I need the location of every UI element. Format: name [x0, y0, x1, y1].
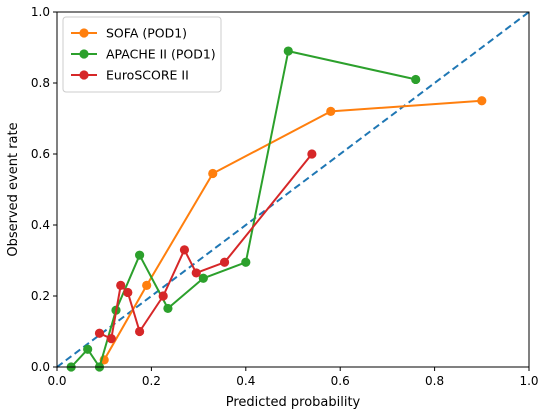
- y-tick-label: 0.6: [31, 147, 50, 161]
- data-point: [219, 257, 230, 267]
- series-2: [94, 149, 317, 344]
- data-point: [123, 287, 133, 298]
- legend-item: APACHE II (POD1): [71, 47, 216, 62]
- axes-layer: 0.0 0.2 0.4 0.6 0.8 1.0 0.0 0.2 0.4 0.6 0.8 1.0: [31, 5, 539, 388]
- x-tick-label: 0.4: [236, 374, 255, 388]
- data-point: [163, 303, 173, 314]
- data-point: [135, 250, 145, 260]
- axes-frame: [56, 11, 530, 368]
- x-tick-label: 0.2: [142, 374, 161, 388]
- series-line: [99, 153, 313, 340]
- legend-label: APACHE II (POD1): [106, 47, 216, 62]
- data-point: [94, 328, 105, 338]
- legend-marker: [79, 70, 89, 80]
- x-axis-label: Predicted probability: [226, 395, 361, 410]
- legend-item: SOFA (POD1): [71, 26, 187, 41]
- data-point: [198, 273, 208, 283]
- data-point: [179, 245, 190, 255]
- y-tick-label: 0.4: [31, 218, 50, 232]
- legend-marker: [79, 49, 89, 59]
- series-1: [66, 46, 421, 372]
- series-0: [99, 96, 487, 365]
- legend-item: EuroSCORE II: [71, 68, 189, 83]
- y-axis-label: Observed event rate: [6, 122, 21, 256]
- legend-label: SOFA (POD1): [106, 26, 187, 41]
- data-point: [411, 74, 421, 85]
- x-tick-label: 0.6: [331, 374, 350, 388]
- y-tick-label: 0.0: [31, 360, 50, 374]
- data-point: [307, 149, 317, 159]
- data-point: [83, 344, 93, 354]
- legend-marker: [79, 28, 89, 38]
- x-tick-label: 0.0: [47, 374, 66, 388]
- data-point: [158, 291, 168, 301]
- series-line: [70, 50, 416, 368]
- data-point: [326, 106, 336, 116]
- data-point: [241, 257, 251, 267]
- legend-label: EuroSCORE II: [106, 68, 189, 83]
- x-tick-label: 0.8: [425, 374, 444, 388]
- data-point: [106, 334, 116, 344]
- data-point: [116, 280, 126, 290]
- series-line: [103, 99, 482, 361]
- data-point: [477, 96, 487, 106]
- data-point: [142, 280, 152, 290]
- legend-box: [62, 16, 222, 93]
- y-tick-label: 0.8: [31, 76, 50, 90]
- x-tick-label: 1.0: [519, 374, 538, 388]
- data-point: [135, 326, 145, 337]
- data-point: [208, 168, 218, 179]
- series-layer: [66, 46, 487, 372]
- legend: SOFA (POD1) APACHE II (POD1) EuroSCORE II: [62, 16, 222, 93]
- data-point: [283, 46, 293, 56]
- data-point: [191, 268, 201, 278]
- y-tick-label: 0.2: [31, 289, 50, 303]
- y-tick-label: 1.0: [31, 5, 50, 19]
